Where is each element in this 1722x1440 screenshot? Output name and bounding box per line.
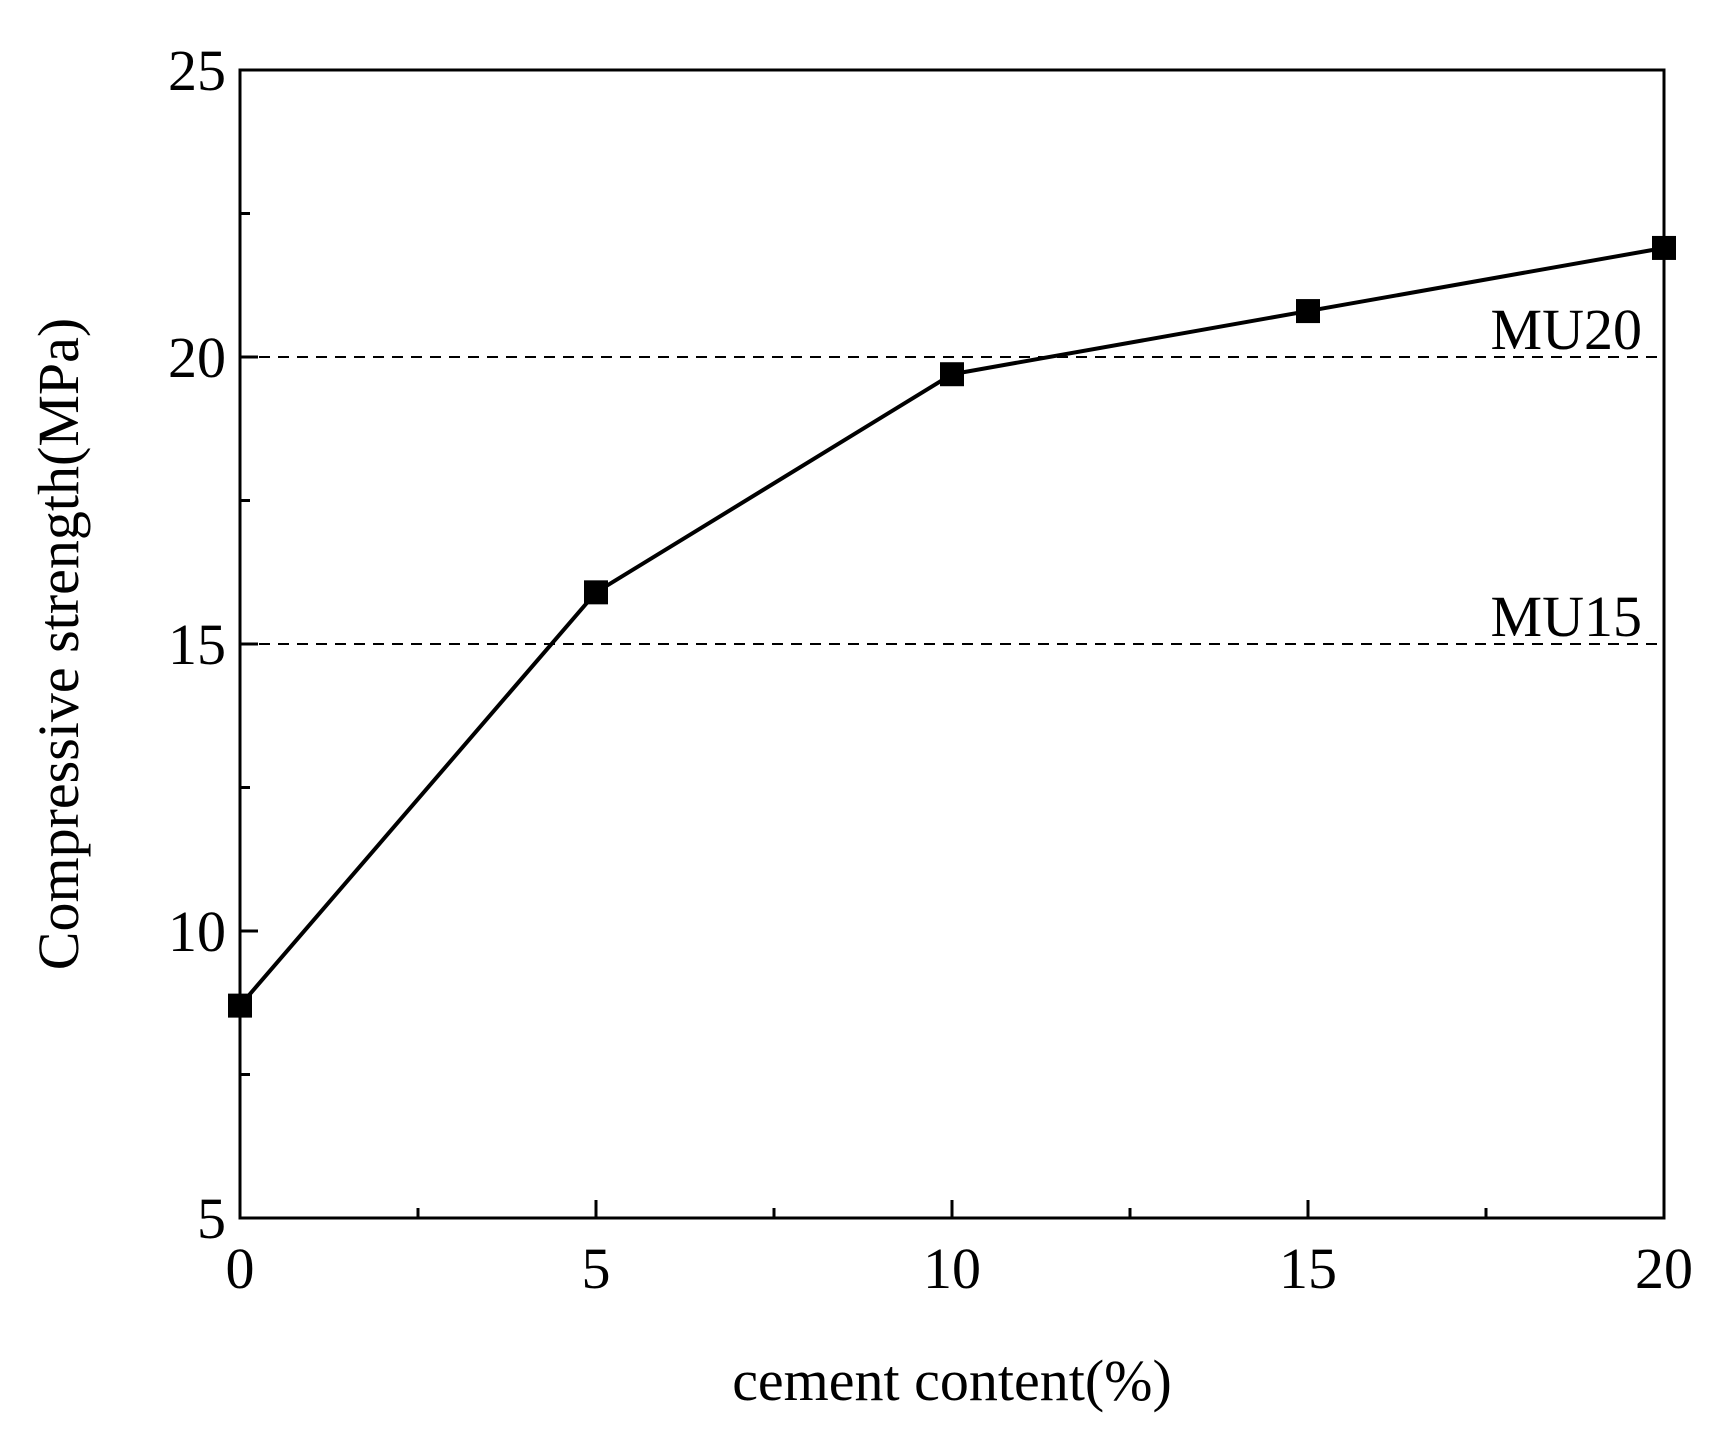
x-tick-label: 10: [923, 1236, 981, 1301]
reference-lines: MU20 MU15: [240, 297, 1664, 649]
data-point-marker: [1296, 299, 1320, 324]
reference-label-mu20: MU20: [1491, 297, 1642, 362]
y-tick-label: 10: [168, 899, 226, 964]
y-tick-label: 15: [168, 612, 226, 677]
y-axis-title: Compressive strength(MPa): [26, 318, 91, 970]
x-tick-label: 0: [226, 1236, 255, 1301]
x-axis-title: cement content(%): [732, 1348, 1172, 1413]
reference-label-mu15: MU15: [1491, 584, 1642, 649]
plot-area-frame: [238, 68, 1666, 1220]
x-tick-label: 5: [582, 1236, 611, 1301]
x-tick-label: 15: [1279, 1236, 1337, 1301]
data-point-marker: [940, 362, 964, 387]
y-tick-label: 20: [168, 325, 226, 390]
x-tick-label: 20: [1635, 1236, 1693, 1301]
data-point-marker: [584, 580, 608, 605]
y-tick-label: 25: [168, 38, 226, 103]
data-point-marker: [228, 993, 252, 1018]
data-point-marker: [1652, 235, 1676, 260]
series-layer: [228, 235, 1676, 1018]
y-tick-label: 5: [197, 1186, 226, 1251]
